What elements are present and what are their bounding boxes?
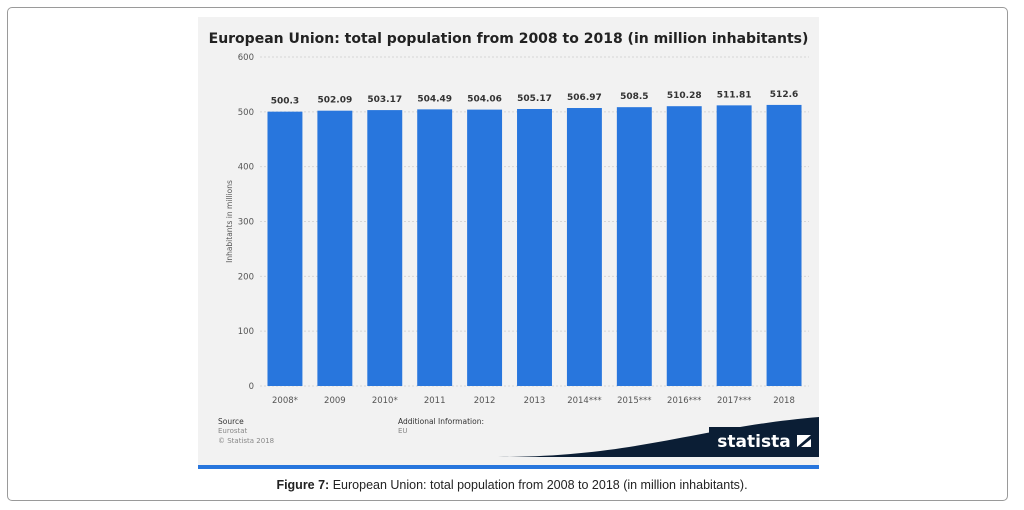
data-label: 505.17 [517, 94, 552, 104]
y-tick-label: 600 [238, 53, 254, 63]
bar [666, 106, 702, 386]
source-copyright: © Statista 2018 [218, 437, 275, 445]
source-label: Source [218, 417, 244, 426]
bar [517, 108, 552, 387]
y-axis-label: Inhabitants in millions [225, 180, 234, 263]
figure-caption: Figure 7: European Union: total populati… [0, 478, 1024, 492]
x-tick-label: 2017*** [717, 396, 751, 406]
data-label: 512.6 [770, 90, 798, 100]
bar-chart: 0 100 200 300 400 500 600 Inhabitants in millio… [225, 53, 809, 406]
data-label: 502.09 [317, 96, 352, 106]
chart-panel: European Union: total population from 20… [198, 17, 819, 469]
x-tick-label: 2008* [272, 396, 298, 406]
y-tick-label: 300 [238, 218, 254, 228]
bar [367, 110, 403, 386]
data-label: 510.28 [667, 91, 702, 101]
data-label: 511.81 [717, 90, 752, 100]
bar [766, 104, 802, 387]
bar [716, 105, 752, 386]
x-tick-label: 2015*** [617, 396, 651, 406]
source-eurostat: Eurostat [218, 427, 248, 435]
x-tick-label: 2012 [474, 396, 496, 406]
y-tick-label: 500 [238, 108, 254, 118]
brand-bar [198, 465, 819, 469]
y-tick-label: 200 [238, 272, 254, 282]
data-label: 504.49 [417, 94, 452, 104]
x-tick-label: 2011 [424, 396, 446, 406]
x-tick-label: 2009 [324, 396, 346, 406]
x-tick-label: 2010* [372, 396, 398, 406]
bar [467, 109, 503, 386]
chart-title: European Union: total population from 20… [208, 31, 809, 47]
additional-info-label: Additional Information: [398, 417, 484, 426]
data-label: 506.97 [567, 93, 602, 103]
brand-mark-icon [796, 432, 811, 452]
x-tick-label: 2018 [773, 396, 795, 406]
data-label: 508.5 [620, 92, 648, 102]
additional-info-value: EU [398, 427, 408, 435]
bar [267, 111, 303, 387]
data-label: 504.06 [467, 95, 502, 105]
bar [616, 107, 652, 387]
bar [566, 108, 602, 387]
y-tick-label: 400 [238, 163, 254, 173]
y-tick-label: 100 [238, 327, 254, 337]
x-tick-label: 2016*** [667, 396, 701, 406]
x-tick-label: 2014*** [567, 396, 601, 406]
brand-name: statista [717, 432, 791, 452]
statista-logo: statista [709, 427, 819, 457]
data-label: 503.17 [367, 95, 402, 105]
y-tick-label: 0 [249, 382, 254, 392]
data-label: 500.3 [271, 97, 299, 107]
x-tick-label: 2013 [524, 396, 546, 406]
bar [417, 109, 453, 387]
figure-label: Figure 7: [276, 478, 330, 492]
bar [317, 110, 353, 386]
caption-text: European Union: total population from 20… [329, 478, 748, 492]
